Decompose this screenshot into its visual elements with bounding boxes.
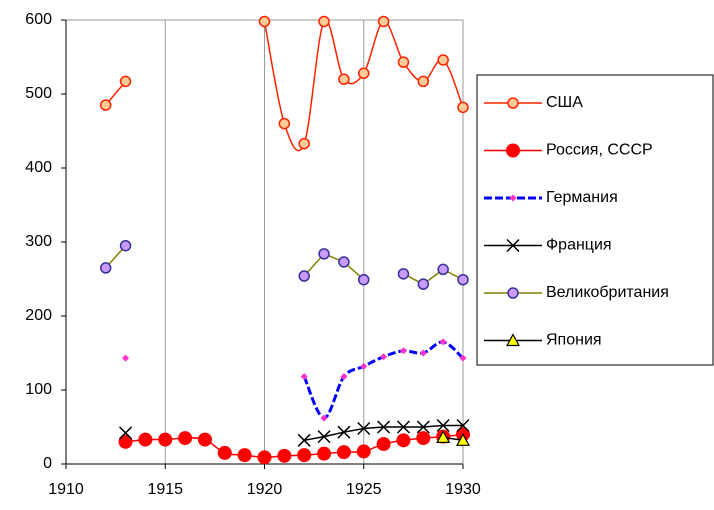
data-point xyxy=(217,445,232,460)
data-point xyxy=(318,15,330,28)
data-point xyxy=(437,54,449,66)
legend-box xyxy=(476,74,714,366)
data-point xyxy=(257,450,272,465)
data-point xyxy=(397,56,410,68)
data-point xyxy=(456,418,470,433)
data-point xyxy=(356,444,371,459)
data-point xyxy=(416,431,431,446)
data-point xyxy=(138,432,153,447)
data-point xyxy=(436,418,450,433)
data-point xyxy=(455,433,471,446)
data-point xyxy=(358,67,370,80)
legend-label: США xyxy=(546,94,583,111)
data-point xyxy=(417,75,430,88)
x-tick-label: 1910 xyxy=(48,481,84,498)
y-tick-label: 600 xyxy=(25,11,52,28)
y-tick-label: 500 xyxy=(25,85,52,102)
data-point xyxy=(277,448,292,463)
data-point xyxy=(336,445,351,460)
data-point xyxy=(380,353,388,361)
data-point xyxy=(417,278,430,290)
data-point xyxy=(118,434,133,449)
legend-label: Великобритания xyxy=(546,284,669,301)
data-point xyxy=(297,448,312,463)
data-point xyxy=(237,448,252,463)
legend-marker xyxy=(509,194,517,202)
data-point xyxy=(338,73,350,85)
data-point xyxy=(99,262,112,274)
data-point xyxy=(358,273,370,286)
data-point xyxy=(300,373,308,381)
data-point xyxy=(122,354,130,362)
data-point xyxy=(399,347,407,355)
data-point xyxy=(258,15,271,28)
legend-marker xyxy=(507,287,519,299)
data-point xyxy=(416,420,430,434)
series-line xyxy=(105,19,464,152)
legend-marker xyxy=(507,97,519,109)
data-point xyxy=(178,431,193,446)
legend-label: Россия, СССР xyxy=(546,142,653,159)
data-point xyxy=(337,425,351,439)
data-point xyxy=(396,420,410,434)
legend-label: Германия xyxy=(546,189,618,206)
data-point xyxy=(298,270,310,282)
data-point xyxy=(298,137,310,150)
legend-label: Франция xyxy=(546,237,612,254)
x-tick-label: 1920 xyxy=(247,481,283,498)
data-point xyxy=(376,437,391,452)
data-point xyxy=(439,338,447,346)
data-point xyxy=(278,117,291,130)
legend-label: Япония xyxy=(546,332,602,349)
data-point xyxy=(197,432,212,447)
legend-marker xyxy=(506,238,520,253)
data-point xyxy=(340,373,348,381)
data-point xyxy=(320,414,328,422)
legend-marker xyxy=(506,143,520,158)
data-point xyxy=(119,75,132,88)
data-point xyxy=(119,239,132,252)
y-tick-label: 0 xyxy=(43,455,52,472)
data-point xyxy=(318,248,330,260)
y-tick-label: 300 xyxy=(25,233,52,250)
data-point xyxy=(437,263,449,276)
series-line xyxy=(125,433,464,459)
data-point xyxy=(377,420,391,434)
data-point xyxy=(357,421,371,436)
x-tick-label: 1915 xyxy=(147,481,183,498)
data-point xyxy=(158,432,173,447)
data-point xyxy=(457,101,469,114)
data-point xyxy=(360,362,368,370)
data-point xyxy=(317,446,332,461)
data-point xyxy=(397,268,410,280)
data-point xyxy=(99,99,112,111)
data-point xyxy=(436,430,451,443)
legend-marker xyxy=(505,333,521,347)
y-tick-label: 200 xyxy=(25,307,52,324)
data-point xyxy=(297,433,311,447)
data-point xyxy=(457,273,469,286)
y-tick-label: 400 xyxy=(25,159,52,176)
data-point xyxy=(377,15,390,28)
data-point xyxy=(119,426,133,440)
x-tick-label: 1930 xyxy=(445,481,481,498)
series-line xyxy=(105,245,464,286)
x-tick-label: 1925 xyxy=(346,481,382,498)
data-point xyxy=(317,430,331,444)
data-point xyxy=(419,349,427,357)
data-point xyxy=(396,433,411,448)
data-point xyxy=(459,354,467,362)
data-point xyxy=(338,256,350,268)
y-tick-label: 100 xyxy=(25,381,52,398)
